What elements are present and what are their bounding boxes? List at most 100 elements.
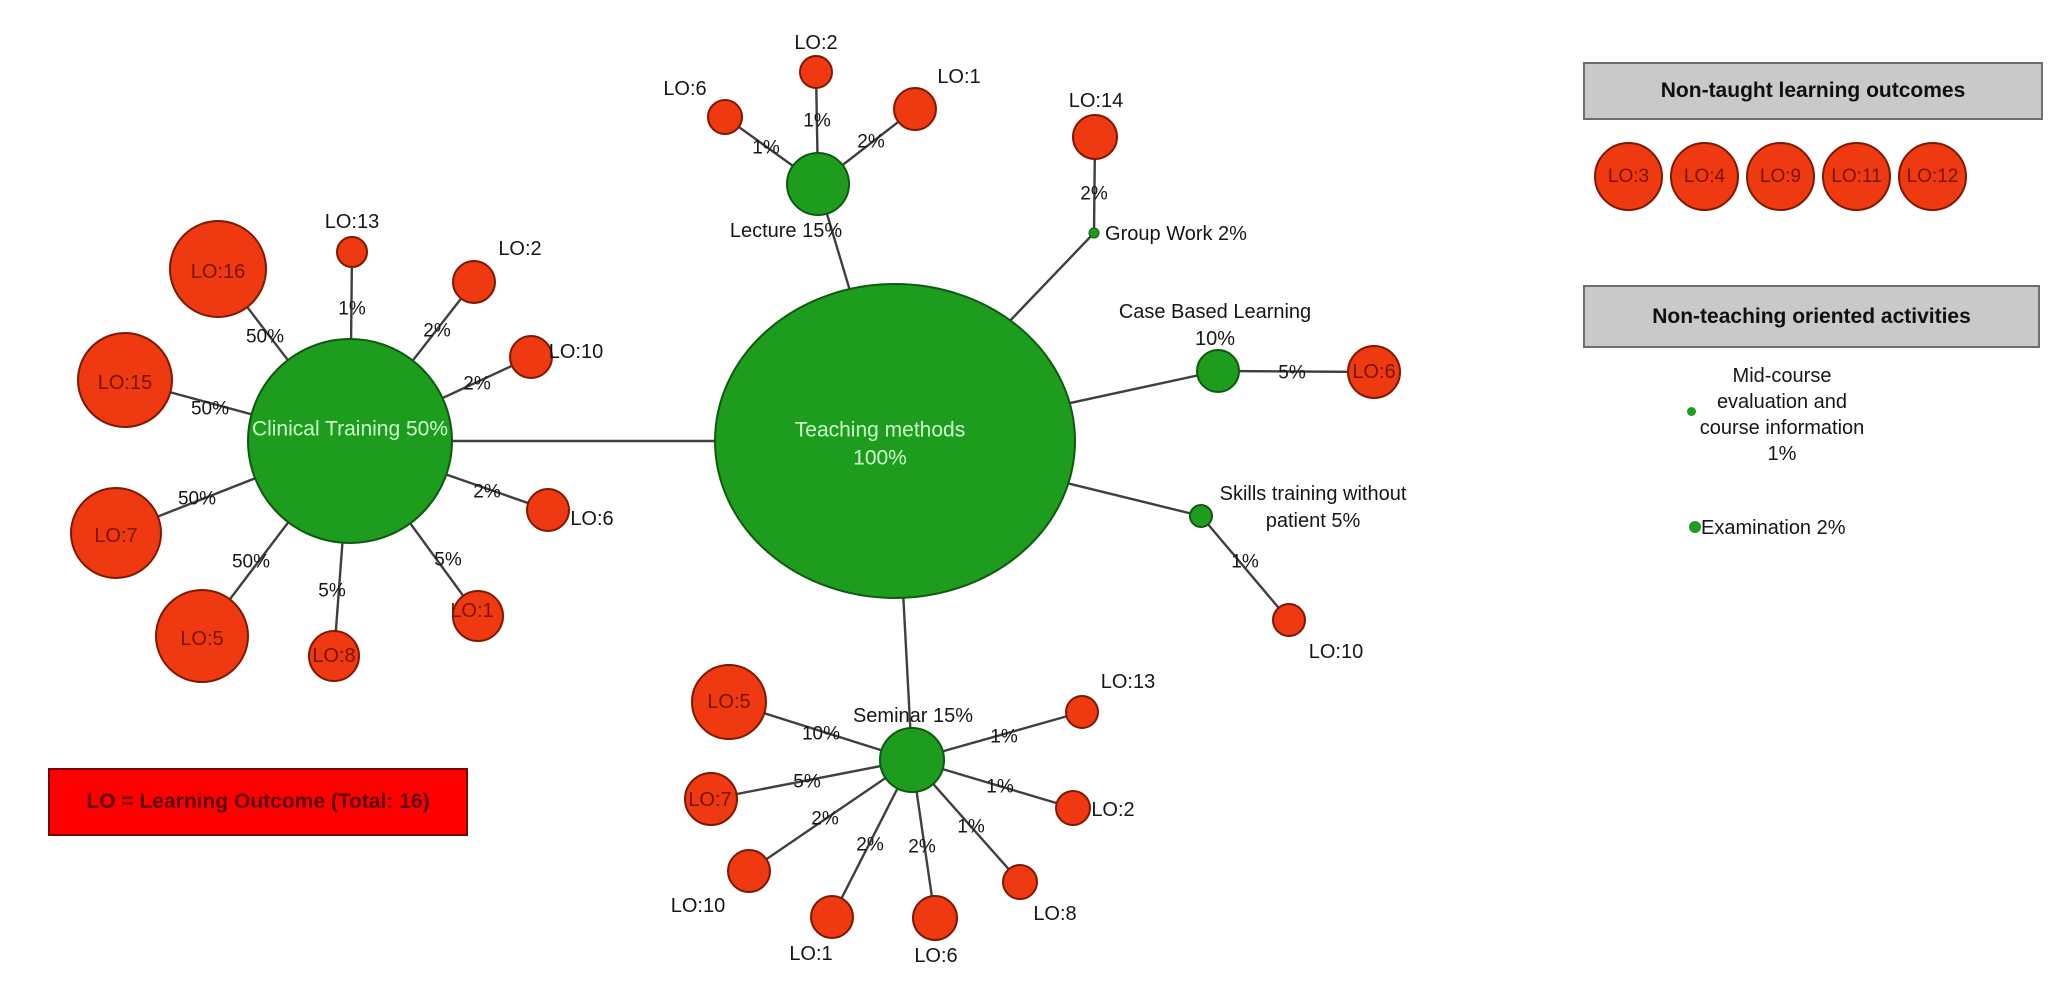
diagram-label: 5%: [318, 581, 346, 602]
node-lecture: [786, 152, 850, 216]
diagram-label: 1%: [752, 138, 780, 159]
diagram-label: 2%: [473, 482, 501, 503]
diagram-label: 5%: [793, 772, 821, 793]
diagram-label: LO:10: [549, 341, 603, 363]
legend-box: LO = Learning Outcome (Total: 16): [48, 768, 468, 836]
diagram-label: LO:6: [1352, 361, 1395, 383]
diagram-label: 2%: [1080, 184, 1108, 205]
node-cbl: [1196, 349, 1240, 393]
node-c_lo8: [308, 630, 360, 682]
diagram-label: LO:14: [1069, 90, 1123, 112]
node-s_lo5: [691, 664, 767, 740]
diagram-label: 1%: [957, 817, 985, 838]
diagram-label: Group Work 2%: [1105, 223, 1247, 245]
diagram-label: 2%: [463, 374, 491, 395]
diagram-label: LO:2: [1091, 799, 1134, 821]
diagram-label: 50%: [191, 399, 229, 420]
node-l_lo1: [893, 87, 937, 131]
midcourse-label: Mid-course evaluation and course informa…: [1699, 365, 1865, 465]
non-taught-lo-circle: LO:4: [1670, 142, 1739, 211]
node-skills_dot: [1189, 504, 1213, 528]
diagram-label: LO:8: [1033, 903, 1076, 925]
node-c_lo13: [336, 236, 368, 268]
diagram-label: LO:7: [94, 525, 137, 547]
diagram-label: Clinical Training 50%: [252, 418, 448, 441]
non-taught-header: Non-taught learning outcomes: [1583, 62, 2043, 120]
diagram-label: LO:7: [688, 789, 731, 811]
diagram-label: LO:5: [707, 691, 750, 713]
diagram-label: 10%: [1195, 328, 1235, 350]
diagram-label: 2%: [856, 835, 884, 856]
diagram-label: 2%: [811, 809, 839, 830]
diagram-label: 100%: [853, 447, 907, 470]
diagram-label: LO:16: [191, 261, 245, 283]
diagram-label: 50%: [246, 327, 284, 348]
diagram-label: 5%: [1278, 363, 1306, 384]
node-clinical: [247, 338, 453, 544]
diagram-label: 1%: [986, 777, 1014, 798]
edge-skills_dot-sk_lo10: [1200, 515, 1290, 621]
node-sk_lo10: [1272, 603, 1306, 637]
diagram-label: Skills training without: [1220, 483, 1407, 505]
diagram-label: 50%: [232, 552, 270, 573]
diagram-label: LO:8: [312, 645, 355, 667]
diagram-label: LO:10: [671, 895, 725, 917]
node-c_lo2: [452, 260, 496, 304]
node-l_lo2: [799, 55, 833, 89]
diagram-label: LO:2: [498, 238, 541, 260]
node-cbl_lo6: [1347, 345, 1401, 399]
non-taught-lo-circle: LO:9: [1746, 142, 1815, 211]
diagram-label: LO:10: [1309, 641, 1363, 663]
diagram-label: Teaching methods: [795, 419, 965, 442]
node-gw_lo14: [1072, 114, 1118, 160]
diagram-label: LO:13: [1101, 671, 1155, 693]
node-c_lo16: [169, 220, 267, 318]
non-taught-lo-circle: LO:3: [1594, 142, 1663, 211]
diagram-label: LO:6: [663, 78, 706, 100]
node-s_lo6: [912, 895, 958, 941]
diagram-label: LO:6: [914, 945, 957, 967]
non-teaching-header: Non-teaching oriented activities: [1583, 285, 2040, 348]
diagram-label: 1%: [338, 299, 366, 320]
node-s_lo2: [1055, 790, 1091, 826]
diagram-label: patient 5%: [1266, 510, 1361, 532]
node-s_lo8: [1002, 864, 1038, 900]
diagram-label: Seminar 15%: [853, 705, 973, 727]
diagram-label: LO:1: [789, 943, 832, 965]
diagram-label: 5%: [434, 550, 462, 571]
node-c_lo1: [452, 590, 504, 642]
node-c_lo6: [526, 488, 570, 532]
examination-dot: [1689, 521, 1701, 533]
diagram-label: LO:1: [937, 66, 980, 88]
node-c_lo15: [77, 332, 173, 428]
diagram-label: LO:5: [180, 628, 223, 650]
node-teaching: [714, 283, 1076, 599]
diagram-label: 1%: [1231, 552, 1259, 573]
non-taught-lo-circle: LO:12: [1898, 142, 1967, 211]
midcourse-dot: [1687, 407, 1696, 416]
node-l_lo6: [707, 99, 743, 135]
non-taught-lo-circle: LO:11: [1822, 142, 1891, 211]
diagram-label: Lecture 15%: [730, 220, 843, 242]
diagram-label: 10%: [802, 724, 840, 745]
diagram-label: LO:13: [325, 211, 379, 233]
edge-seminar-s_lo7: [710, 758, 913, 801]
diagram-label: LO:15: [98, 372, 152, 394]
node-s_lo7: [684, 772, 738, 826]
diagram-label: LO:6: [570, 508, 613, 530]
non-taught-circles: LO:3 LO:4 LO:9 LO:11 LO:12: [1594, 142, 1967, 211]
node-s_lo13: [1065, 695, 1099, 729]
node-s_lo10: [727, 849, 771, 893]
diagram-label: LO:2: [794, 32, 837, 54]
diagram-label: 1%: [803, 111, 831, 132]
node-c_lo7: [70, 487, 162, 579]
node-c_lo5: [155, 589, 249, 683]
diagram-label: 2%: [857, 132, 885, 153]
node-seminar: [879, 727, 945, 793]
node-s_lo1: [810, 895, 854, 939]
diagram-label: 1%: [990, 727, 1018, 748]
examination-label: Examination 2%: [1701, 517, 1846, 539]
diagram-label: LO:1: [450, 600, 493, 622]
